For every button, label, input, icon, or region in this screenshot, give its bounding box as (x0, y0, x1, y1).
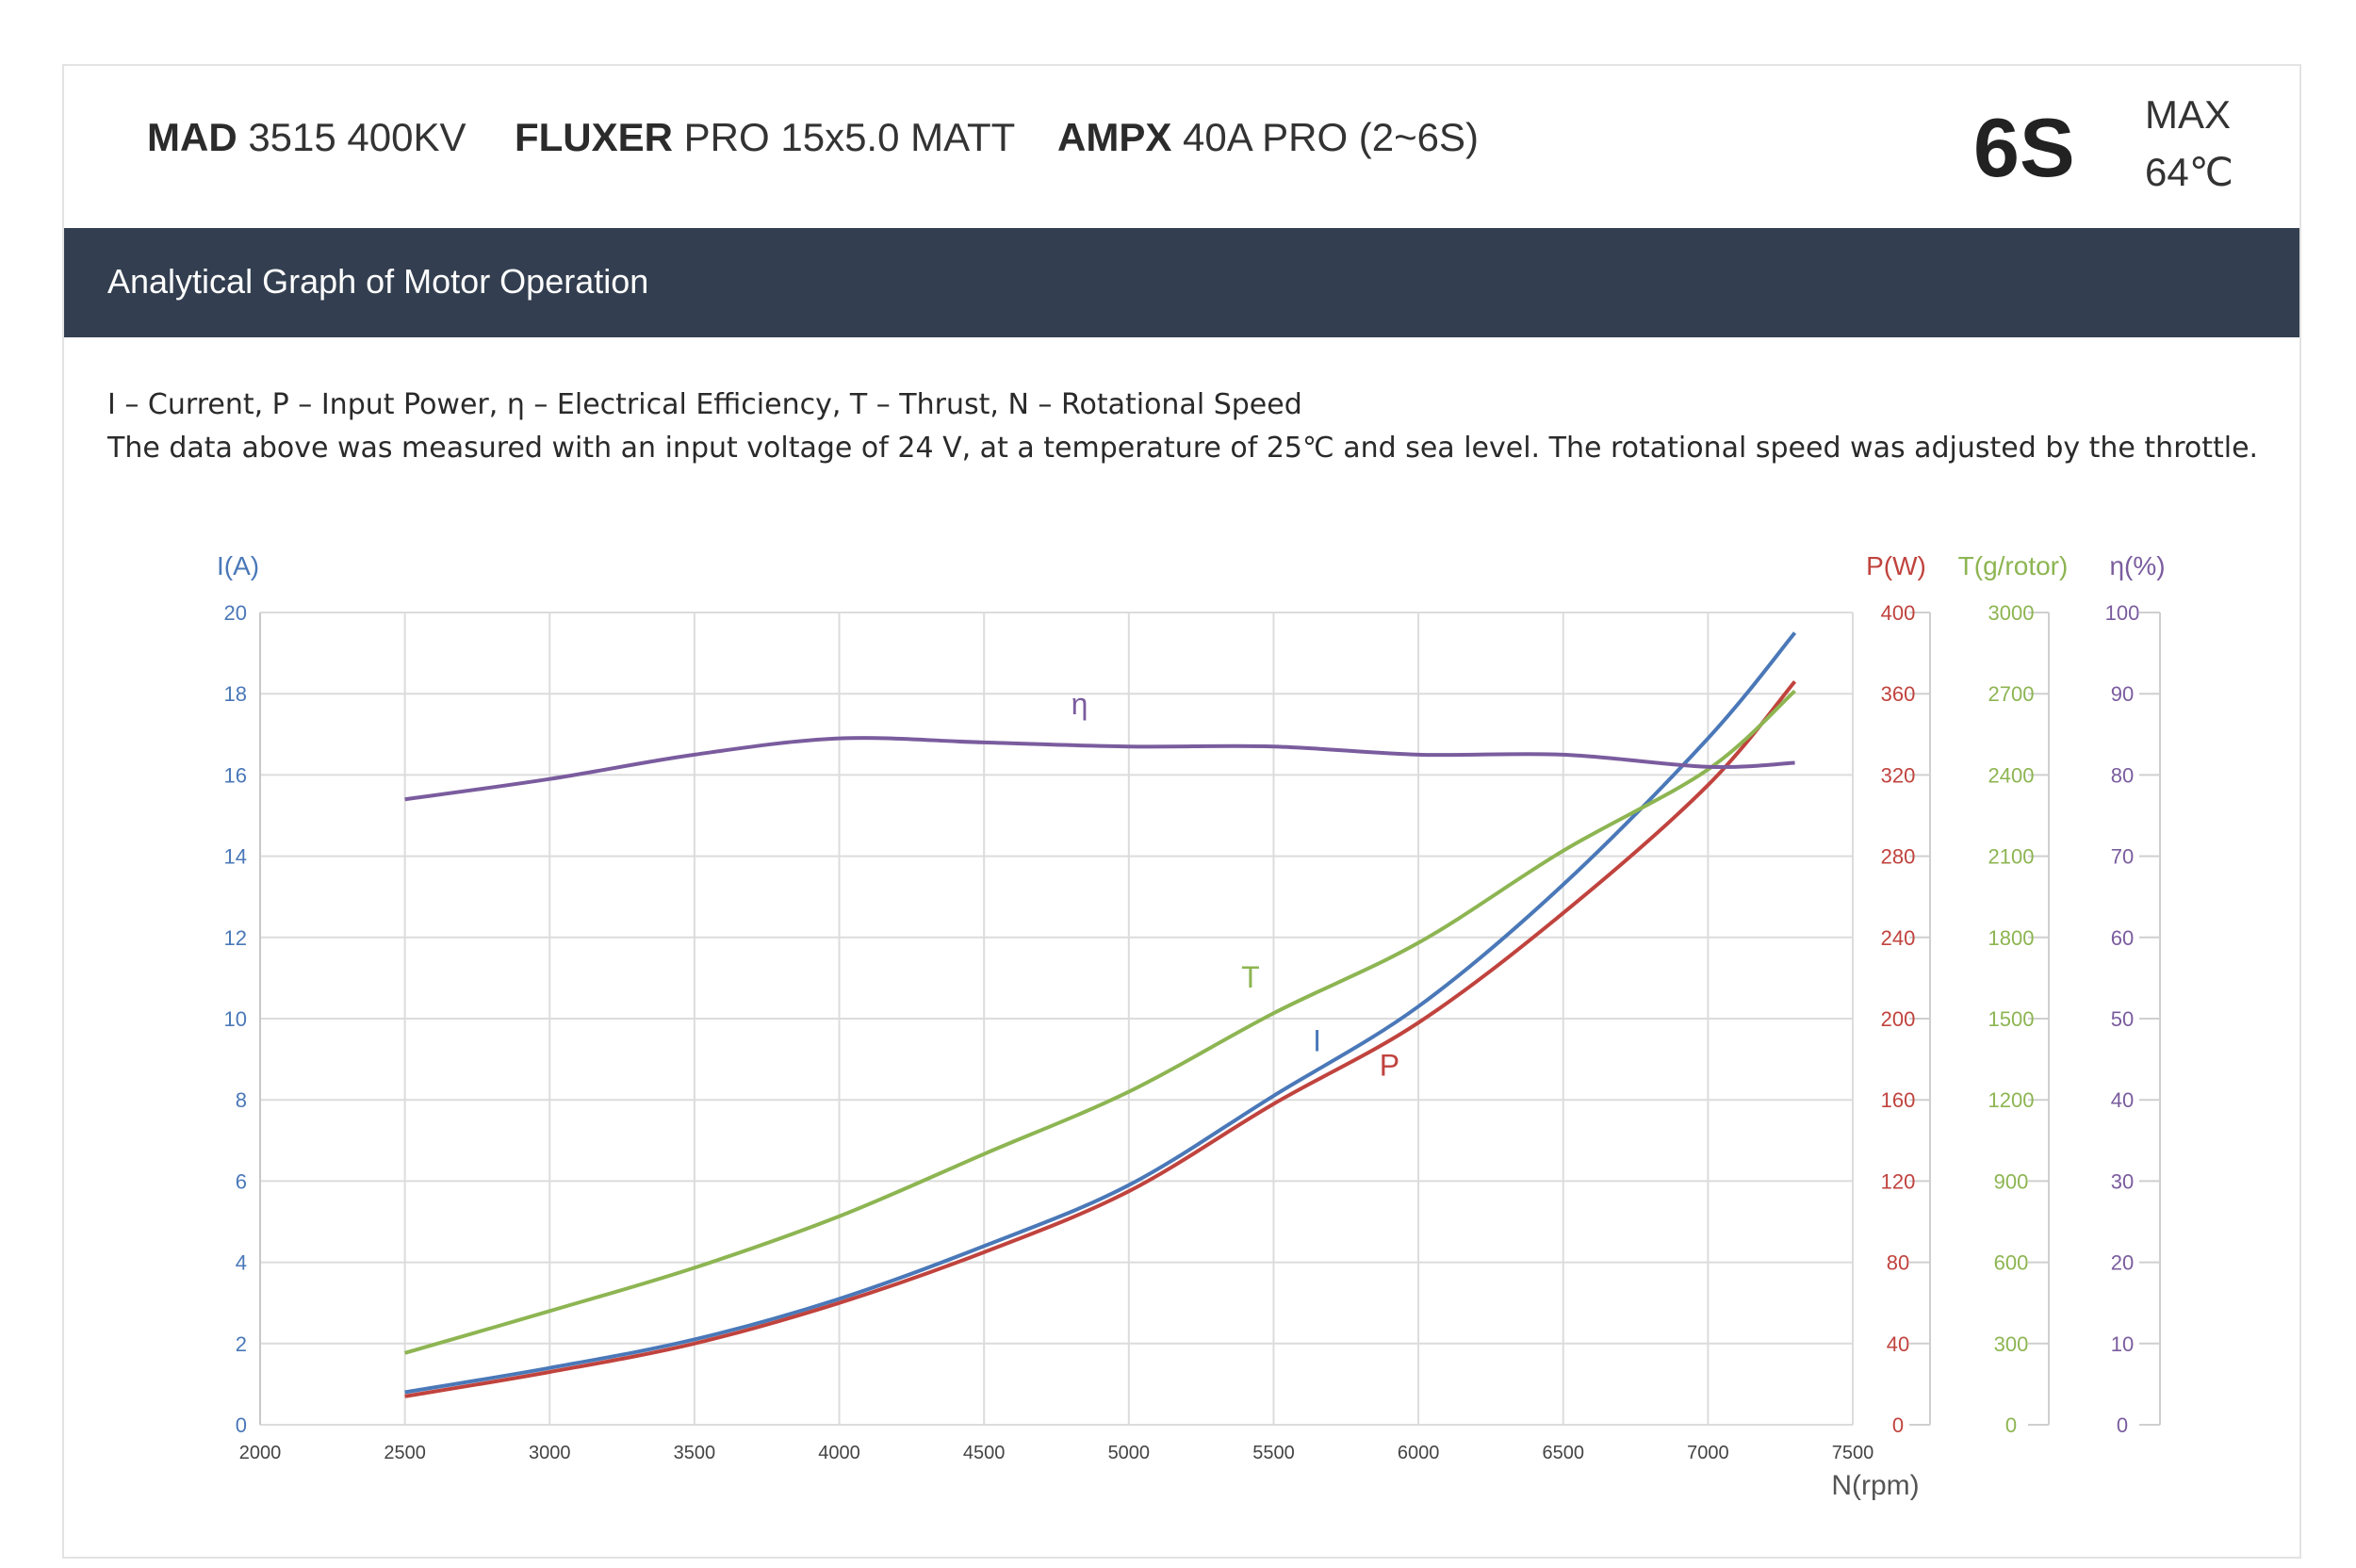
tick-label-current: 18 (224, 682, 247, 706)
prop-brand: FLUXER (515, 115, 673, 159)
tick-label-current: 16 (224, 763, 247, 787)
tick-label-current: 10 (224, 1007, 247, 1031)
tick-label-power: 160 (1881, 1088, 1916, 1112)
tick-label-thrust: 2700 (1988, 682, 2035, 706)
tick-label-power: 200 (1881, 1007, 1916, 1031)
prop-model: PRO 15x5.0 MATT (683, 115, 1016, 159)
tick-label-efficiency: 80 (2111, 763, 2134, 787)
max-temp-value: 64℃ (2145, 150, 2233, 194)
series-line-current (404, 631, 1797, 1395)
axis-label-power: P(W) (1866, 551, 1926, 580)
tick-label-efficiency: 10 (2111, 1332, 2134, 1356)
tick-label-power: 400 (1881, 601, 1916, 625)
tick-label-efficiency: 0 (2117, 1413, 2128, 1437)
motor-spec-card: MAD 3515 400KV FLUXER PRO 15x5.0 MATT AM… (62, 64, 2301, 1559)
axis-label-efficiency: η(%) (2109, 551, 2165, 580)
motor-spec: MAD 3515 400KV (147, 115, 466, 160)
tick-label-current: 4 (236, 1251, 247, 1275)
axis-label-x: N(rpm) (1831, 1470, 1919, 1501)
tick-label-current: 0 (236, 1413, 247, 1437)
tick-label-efficiency: 50 (2111, 1007, 2134, 1031)
tick-label-current: 8 (236, 1088, 247, 1112)
axis-label-current: I(A) (217, 551, 259, 580)
series-label-power: P (1380, 1048, 1399, 1082)
tick-label-x: 3500 (674, 1443, 716, 1463)
test-conditions: The data above was measured with an inpu… (107, 432, 2259, 465)
tick-label-x: 6500 (1542, 1443, 1584, 1463)
esc-model: 40A PRO (2~6S) (1183, 115, 1480, 159)
tick-label-current: 12 (224, 926, 247, 950)
tick-label-efficiency: 60 (2111, 926, 2134, 950)
series-line-power (404, 679, 1797, 1398)
max-temp-label: MAX (2145, 92, 2232, 137)
tick-label-x: 6000 (1398, 1443, 1440, 1463)
tick-label-efficiency: 90 (2111, 682, 2134, 706)
tick-label-x: 5000 (1108, 1443, 1151, 1463)
esc-spec: AMPX 40A PRO (2~6S) (1057, 115, 1479, 160)
motor-brand: MAD (147, 115, 237, 159)
tick-label-power: 240 (1881, 926, 1916, 950)
motor-model: 3515 400KV (248, 115, 466, 159)
esc-brand: AMPX (1057, 115, 1172, 159)
tick-label-power: 80 (1887, 1251, 1909, 1275)
abbreviation-legend: I – Current, P – Input Power, η – Electr… (107, 388, 1302, 421)
banner-title: Analytical Graph of Motor Operation (107, 262, 649, 301)
tick-label-thrust: 2100 (1988, 845, 2035, 869)
tick-label-power: 320 (1881, 763, 1916, 787)
tick-label-thrust: 900 (1994, 1169, 2029, 1193)
tick-label-efficiency: 40 (2111, 1088, 2134, 1112)
series-label-efficiency: η (1072, 687, 1088, 721)
tick-label-x: 4000 (818, 1443, 860, 1463)
tick-label-efficiency: 20 (2111, 1251, 2134, 1275)
tick-label-thrust: 1500 (1988, 1007, 2035, 1031)
series-label-current: I (1313, 1023, 1321, 1057)
spec-header: MAD 3515 400KV FLUXER PRO 15x5.0 MATT AM… (64, 66, 2299, 228)
tick-label-power: 0 (1892, 1413, 1904, 1437)
tick-label-thrust: 1800 (1988, 926, 2035, 950)
section-banner: Analytical Graph of Motor Operation (64, 228, 2299, 337)
series-label-thrust: T (1241, 960, 1260, 994)
tick-label-thrust: 1200 (1988, 1088, 2035, 1112)
tick-label-efficiency: 30 (2111, 1169, 2134, 1193)
tick-label-x: 7000 (1687, 1443, 1729, 1463)
tick-label-current: 6 (236, 1169, 247, 1193)
tick-label-x: 4500 (963, 1443, 1006, 1463)
tick-label-thrust: 600 (1994, 1251, 2029, 1275)
tick-label-power: 120 (1881, 1169, 1916, 1193)
tick-label-x: 2000 (239, 1443, 282, 1463)
tick-label-current: 14 (224, 845, 247, 869)
tick-label-current: 2 (236, 1332, 247, 1356)
tick-label-thrust: 3000 (1988, 601, 2035, 625)
tick-label-thrust: 300 (1994, 1332, 2029, 1356)
series-line-thrust (404, 689, 1796, 1355)
tick-label-x: 3000 (529, 1443, 571, 1463)
tick-label-power: 280 (1881, 845, 1916, 869)
tick-label-x: 2500 (384, 1443, 426, 1463)
axis-label-thrust: T(g/rotor) (1958, 551, 2069, 580)
tick-label-x: 5500 (1252, 1443, 1295, 1463)
tick-label-power: 40 (1887, 1332, 1909, 1356)
tick-label-efficiency: 70 (2111, 845, 2134, 869)
voltage-badge: 6S (1973, 101, 2075, 194)
prop-spec: FLUXER PRO 15x5.0 MATT (515, 115, 1015, 160)
tick-label-thrust: 0 (2005, 1413, 2017, 1437)
tick-label-efficiency: 100 (2105, 601, 2140, 625)
tick-label-thrust: 2400 (1988, 763, 2035, 787)
tick-label-current: 20 (224, 601, 247, 625)
tick-label-x: 7500 (1832, 1443, 1874, 1463)
series-line-efficiency (404, 736, 1795, 802)
tick-label-power: 360 (1881, 682, 1916, 706)
